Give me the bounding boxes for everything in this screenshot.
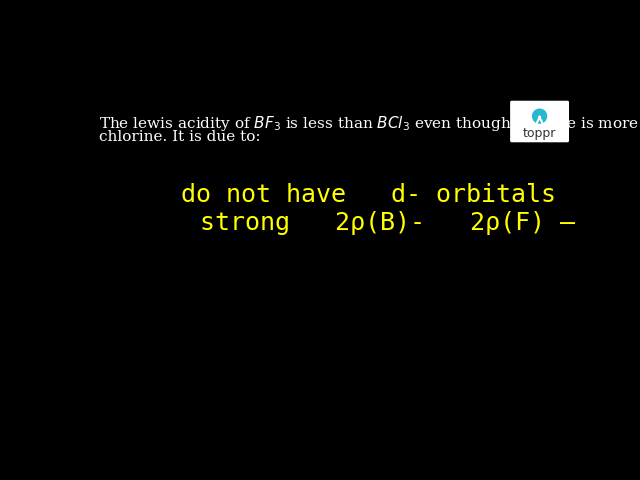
Text: chlorine. It is due to:: chlorine. It is due to: [99, 130, 261, 144]
Text: toppr: toppr [523, 127, 556, 140]
Circle shape [532, 109, 547, 123]
Text: do not have   d- orbitals: do not have d- orbitals [180, 183, 556, 207]
Text: The lewis acidity of $\mathit{BF}_3$ is less than $\mathit{BCl}_3$ even though f: The lewis acidity of $\mathit{BF}_3$ is … [99, 114, 640, 132]
FancyBboxPatch shape [510, 101, 569, 142]
Text: strong   2ρ(B)-   2ρ(F) –: strong 2ρ(B)- 2ρ(F) – [200, 211, 575, 235]
